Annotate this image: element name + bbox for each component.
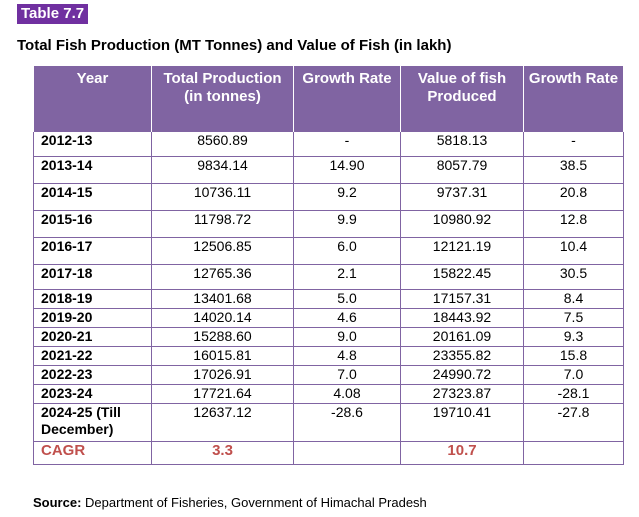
year-cell: 2014-15 <box>33 182 152 211</box>
table-row: 2024-25 (Till December) 12637.12 -28.6 1971… <box>33 402 624 442</box>
table-row: 2017-18 12765.36 2.1 15822.45 30.5 <box>33 263 624 290</box>
growth-rate-cell: - <box>293 130 401 157</box>
year-cell: 2013-14 <box>33 155 152 184</box>
cagr-empty-1 <box>293 440 401 465</box>
fish-production-table: Year Total Production (in tonnes) Growth… <box>33 66 624 465</box>
table-row: 2020-21 15288.60 9.0 20161.09 9.3 <box>33 326 624 347</box>
production-cell: 17026.91 <box>151 364 294 385</box>
value-cell: 12121.19 <box>400 236 524 265</box>
cagr-value: 10.7 <box>400 440 524 465</box>
growth-rate-cell: 2.1 <box>293 263 401 290</box>
value-growth-rate-cell: 30.5 <box>523 263 624 290</box>
year-cell: 2021-22 <box>33 345 152 366</box>
table-row: 2022-23 17026.91 7.0 24990.72 7.0 <box>33 364 624 385</box>
source-note: Source: Department of Fisheries, Governm… <box>33 495 427 510</box>
value-cell: 17157.31 <box>400 288 524 309</box>
header-total-production: Total Production (in tonnes) <box>151 66 294 131</box>
cagr-row: CAGR 3.3 10.7 <box>33 440 624 465</box>
value-growth-rate-cell: 9.3 <box>523 326 624 347</box>
growth-rate-cell: 4.6 <box>293 307 401 328</box>
growth-rate-cell: 6.0 <box>293 236 401 265</box>
growth-rate-cell: 9.2 <box>293 182 401 211</box>
table-row: 2021-22 16015.81 4.8 23355.82 15.8 <box>33 345 624 366</box>
production-cell: 11798.72 <box>151 209 294 238</box>
value-growth-rate-cell: 38.5 <box>523 155 624 184</box>
value-cell: 9737.31 <box>400 182 524 211</box>
source-label: Source: <box>33 495 82 510</box>
table-row: 2014-15 10736.11 9.2 9737.31 20.8 <box>33 182 624 211</box>
value-cell: 15822.45 <box>400 263 524 290</box>
production-cell: 12765.36 <box>151 263 294 290</box>
year-cell: 2012-13 <box>33 130 152 157</box>
year-cell: 2015-16 <box>33 209 152 238</box>
source-text: Department of Fisheries, Government of H… <box>85 495 427 510</box>
value-growth-rate-cell: -28.1 <box>523 383 624 404</box>
value-cell: 27323.87 <box>400 383 524 404</box>
year-cell: 2019-20 <box>33 307 152 328</box>
value-growth-rate-cell: 7.5 <box>523 307 624 328</box>
growth-rate-cell: 7.0 <box>293 364 401 385</box>
table-row: 2018-19 13401.68 5.0 17157.31 8.4 <box>33 288 624 309</box>
value-cell: 5818.13 <box>400 130 524 157</box>
value-cell: 18443.92 <box>400 307 524 328</box>
year-cell: 2017-18 <box>33 263 152 290</box>
production-cell: 17721.64 <box>151 383 294 404</box>
table-row: 2013-14 9834.14 14.90 8057.79 38.5 <box>33 155 624 184</box>
growth-rate-cell: -28.6 <box>293 402 401 442</box>
header-year: Year <box>33 66 152 131</box>
value-growth-rate-cell: 10.4 <box>523 236 624 265</box>
value-cell: 24990.72 <box>400 364 524 385</box>
growth-rate-cell: 14.90 <box>293 155 401 184</box>
table-number-label: Table 7.7 <box>17 4 89 24</box>
growth-rate-cell: 9.0 <box>293 326 401 347</box>
cagr-label: CAGR <box>33 440 152 465</box>
header-value-growth-rate: Growth Rate <box>523 66 624 131</box>
production-cell: 15288.60 <box>151 326 294 347</box>
growth-rate-cell: 9.9 <box>293 209 401 238</box>
value-growth-rate-cell: 8.4 <box>523 288 624 309</box>
value-growth-rate-cell: 7.0 <box>523 364 624 385</box>
value-cell: 20161.09 <box>400 326 524 347</box>
production-cell: 16015.81 <box>151 345 294 366</box>
header-value-of-fish: Value of fish Produced <box>400 66 524 131</box>
year-cell: 2020-21 <box>33 326 152 347</box>
value-growth-rate-cell: -27.8 <box>523 402 624 442</box>
table-row: 2019-20 14020.14 4.6 18443.92 7.5 <box>33 307 624 328</box>
header-growth-rate: Growth Rate <box>293 66 401 131</box>
header-row: Year Total Production (in tonnes) Growth… <box>33 66 624 131</box>
year-cell: 2018-19 <box>33 288 152 309</box>
value-cell: 10980.92 <box>400 209 524 238</box>
growth-rate-cell: 4.8 <box>293 345 401 366</box>
cagr-empty-2 <box>523 440 624 465</box>
year-cell: 2024-25 (Till December) <box>33 402 152 442</box>
year-cell: 2023-24 <box>33 383 152 404</box>
value-growth-rate-cell: - <box>523 130 624 157</box>
value-cell: 23355.82 <box>400 345 524 366</box>
table-row: 2023-24 17721.64 4.08 27323.87 -28.1 <box>33 383 624 404</box>
year-cell: 2022-23 <box>33 364 152 385</box>
cagr-production: 3.3 <box>151 440 294 465</box>
value-growth-rate-cell: 12.8 <box>523 209 624 238</box>
production-cell: 10736.11 <box>151 182 294 211</box>
value-growth-rate-cell: 20.8 <box>523 182 624 211</box>
production-cell: 12637.12 <box>151 402 294 442</box>
value-growth-rate-cell: 15.8 <box>523 345 624 366</box>
production-cell: 13401.68 <box>151 288 294 309</box>
growth-rate-cell: 4.08 <box>293 383 401 404</box>
production-cell: 14020.14 <box>151 307 294 328</box>
table-row: 2015-16 11798.72 9.9 10980.92 12.8 <box>33 209 624 238</box>
production-cell: 12506.85 <box>151 236 294 265</box>
growth-rate-cell: 5.0 <box>293 288 401 309</box>
value-cell: 8057.79 <box>400 155 524 184</box>
value-cell: 19710.41 <box>400 402 524 442</box>
table-title: Total Fish Production (MT Tonnes) and Va… <box>17 37 452 54</box>
production-cell: 9834.14 <box>151 155 294 184</box>
table-row: 2016-17 12506.85 6.0 12121.19 10.4 <box>33 236 624 265</box>
year-cell: 2016-17 <box>33 236 152 265</box>
production-cell: 8560.89 <box>151 130 294 157</box>
table-row: 2012-13 8560.89-5818.13- <box>33 130 624 157</box>
